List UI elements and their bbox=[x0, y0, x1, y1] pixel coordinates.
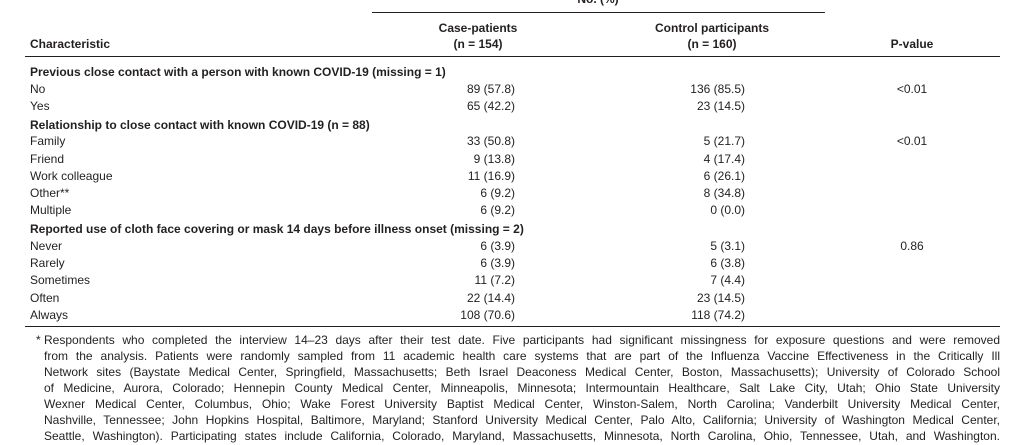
control-value: 4 (17.4) bbox=[703, 151, 745, 166]
case-value: 33 (50.8) bbox=[466, 134, 515, 149]
case-value: 65 (42.2) bbox=[466, 98, 515, 113]
control-value: 136 (85.5) bbox=[690, 81, 745, 96]
control-value: 6 (26.1) bbox=[703, 168, 745, 183]
control-value: 8 (34.8) bbox=[703, 186, 745, 200]
case-value: 11 (16.9) bbox=[467, 168, 515, 183]
case-value: 6 (3.9) bbox=[480, 238, 515, 253]
row-label: Multiple bbox=[30, 203, 72, 218]
footnote-line: Respondents who completed the interview … bbox=[44, 333, 1000, 347]
row-label: Always bbox=[30, 307, 69, 322]
footnote-line: Nashville, Tennessee; John Hopkins Hospi… bbox=[44, 413, 1000, 427]
row-label: Often bbox=[30, 290, 60, 305]
bottom-rule bbox=[25, 326, 1000, 327]
footnote-line: from the analysis. Patients were randoml… bbox=[44, 349, 1000, 363]
header-p-value: P-value bbox=[890, 37, 934, 51]
row-label: Yes bbox=[30, 98, 50, 113]
control-value: 118 (74.2) bbox=[691, 307, 745, 322]
row-label: Friend bbox=[30, 151, 65, 166]
header-rule bbox=[25, 56, 1000, 57]
case-value: 9 (13.8) bbox=[473, 151, 515, 166]
control-value: 23 (14.5) bbox=[696, 98, 745, 113]
section-title: Reported use of cloth face covering or m… bbox=[30, 222, 524, 237]
column-n: (n = 154) bbox=[453, 37, 503, 51]
control-value: 0 (0.0) bbox=[710, 203, 745, 218]
footnote-line: Network sites (Baystate Medical Center, … bbox=[44, 365, 1000, 379]
row-label: Sometimes bbox=[30, 273, 91, 288]
row-label: Rarely bbox=[30, 256, 65, 271]
footnote-line: Wexner Medical Center, Columbus, Ohio; W… bbox=[44, 397, 1000, 411]
case-value: 6 (3.9) bbox=[480, 256, 515, 271]
p-value: 0.86 bbox=[900, 238, 924, 253]
row-label: No bbox=[30, 81, 46, 96]
case-value: 108 (70.6) bbox=[460, 307, 515, 322]
p-value: <0.01 bbox=[896, 81, 928, 96]
group-rule bbox=[372, 12, 825, 13]
row-label: Never bbox=[30, 238, 63, 253]
control-value: 5 (3.1) bbox=[710, 238, 745, 253]
group-label: No. (%) bbox=[577, 0, 618, 6]
footnote-line: of Medicine, Aurora, Colorado; Hennepin … bbox=[44, 381, 1000, 395]
row-label: Other** bbox=[30, 186, 70, 200]
footnote-line: Seattle, Washington). Participating stat… bbox=[44, 429, 1000, 443]
column-header: Control participants bbox=[654, 21, 770, 35]
footnote-marker: * bbox=[36, 333, 41, 347]
row-label: Work colleague bbox=[30, 168, 113, 183]
column-n: (n = 160) bbox=[687, 37, 737, 51]
case-value: 22 (14.4) bbox=[466, 290, 515, 305]
case-value: 6 (9.2) bbox=[480, 186, 515, 200]
control-value: 6 (3.8) bbox=[710, 256, 745, 271]
case-value: 6 (9.2) bbox=[480, 203, 515, 218]
row-label: Family bbox=[30, 134, 66, 149]
case-value: 11 (7.2) bbox=[474, 273, 515, 288]
header-characteristic: Characteristic bbox=[30, 37, 111, 51]
column-header: Case-patients bbox=[438, 21, 518, 35]
case-value: 89 (57.8) bbox=[466, 81, 515, 96]
control-value: 7 (4.4) bbox=[710, 273, 745, 288]
p-value: <0.01 bbox=[896, 134, 928, 149]
control-value: 5 (21.7) bbox=[703, 134, 745, 149]
control-value: 23 (14.5) bbox=[696, 290, 745, 305]
section-title: Relationship to close contact with known… bbox=[30, 117, 370, 132]
section-title: Previous close contact with a person wit… bbox=[30, 65, 446, 79]
